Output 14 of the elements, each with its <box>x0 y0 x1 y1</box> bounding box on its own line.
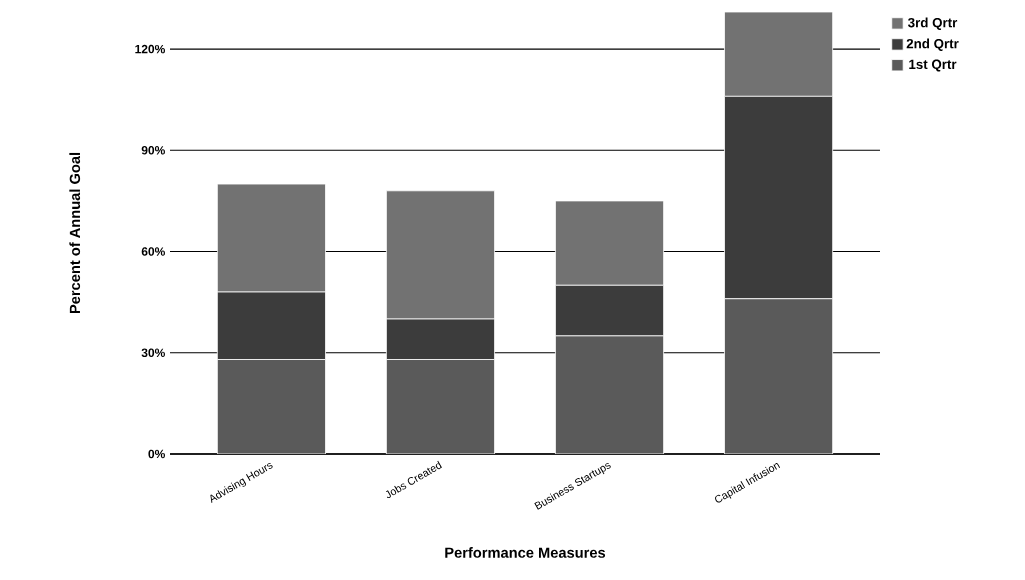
legend-label: 1st Qrtr <box>909 59 957 72</box>
y-tick-label: 0% <box>148 449 165 459</box>
bar <box>385 359 495 454</box>
y-tick-label: 30% <box>141 348 165 358</box>
bar <box>216 359 326 454</box>
y-axis-title: Percent of Annual Goal <box>69 152 81 314</box>
bar <box>724 298 834 454</box>
legend-label: 2nd Qrtr <box>906 38 959 51</box>
bar <box>555 335 665 454</box>
y-tick-label: 90% <box>141 146 165 155</box>
y-tick-label: 60% <box>141 247 165 256</box>
legend-label: 3rd Qrtr <box>908 17 958 30</box>
x-axis-title: Performance Measures <box>445 547 606 558</box>
y-tick-label: 120% <box>135 44 165 54</box>
